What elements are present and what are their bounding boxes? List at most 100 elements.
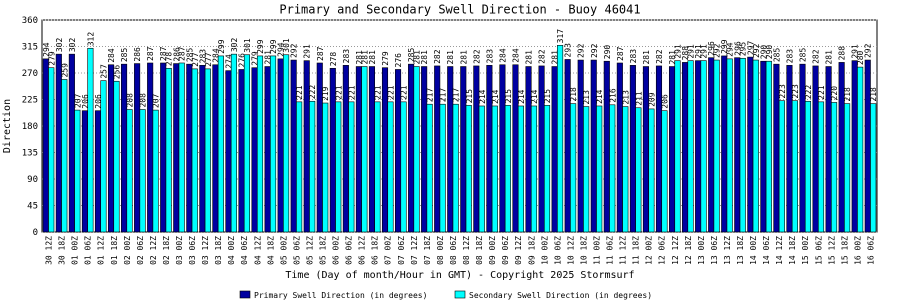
x-tick-label: 12 12Z xyxy=(671,236,680,265)
value-label: 302 xyxy=(55,38,64,53)
value-label: 283 xyxy=(198,49,207,64)
value-label: 222 xyxy=(804,85,813,100)
value-label: 215 xyxy=(504,89,513,104)
value-label: 256 xyxy=(112,65,121,80)
x-tick-label: 06 18Z xyxy=(371,236,380,265)
legend-label: Primary Swell Direction (in degrees) xyxy=(254,291,427,300)
value-label: 284 xyxy=(107,48,116,63)
bar xyxy=(603,60,610,233)
bar xyxy=(81,110,88,233)
x-tick-label: 09 18Z xyxy=(527,236,536,265)
value-label: 294 xyxy=(277,42,286,57)
value-label: 291 xyxy=(303,44,312,59)
value-label: 223 xyxy=(791,84,800,99)
value-label: 207 xyxy=(73,93,82,108)
bar xyxy=(577,59,584,233)
value-label: 291 xyxy=(674,44,683,59)
value-label: 213 xyxy=(582,90,591,105)
bar xyxy=(387,101,394,233)
value-label: 222 xyxy=(308,85,317,100)
value-label: 281 xyxy=(368,50,377,65)
value-label: 302 xyxy=(230,38,239,53)
x-tick-label: 01 06Z xyxy=(84,236,93,265)
legend-label: Secondary Swell Direction (in degrees) xyxy=(469,291,652,300)
value-label: 296 xyxy=(707,41,716,56)
bar xyxy=(570,103,577,233)
value-label: 299 xyxy=(256,39,265,54)
value-label: 296 xyxy=(733,41,742,56)
bar xyxy=(726,58,733,233)
bar xyxy=(243,54,251,233)
bar xyxy=(408,63,415,233)
value-label: 287 xyxy=(146,46,155,61)
value-label: 282 xyxy=(812,49,821,64)
value-label: 221 xyxy=(400,85,409,100)
value-label: 221 xyxy=(347,85,356,100)
x-tick-label: 13 18Z xyxy=(736,236,745,265)
bar xyxy=(251,67,258,233)
bar xyxy=(68,53,75,233)
x-tick-label: 30 18Z xyxy=(58,236,67,265)
x-tick-label: 11 18Z xyxy=(632,236,641,265)
x-tick-label: 12 06Z xyxy=(658,236,667,265)
value-label: 281 xyxy=(459,50,468,65)
bar xyxy=(113,80,120,233)
value-label: 217 xyxy=(426,88,435,103)
bar xyxy=(212,64,219,233)
x-tick-label: 30 12Z xyxy=(45,236,54,265)
value-label: 292 xyxy=(290,43,299,58)
bar xyxy=(191,68,198,233)
x-tick-label: 14 18Z xyxy=(788,236,797,265)
x-tick-label: 01 18Z xyxy=(110,236,119,265)
value-label: 208 xyxy=(126,93,135,108)
x-tick-label: 16 06Z xyxy=(866,236,875,265)
y-tick-label: 90 xyxy=(27,175,38,185)
bar xyxy=(517,105,524,233)
bar xyxy=(734,57,741,233)
x-tick-label: 05 00Z xyxy=(279,236,288,265)
bar xyxy=(721,55,728,233)
bar xyxy=(139,109,146,233)
bar xyxy=(264,66,271,233)
x-tick-label: 08 06Z xyxy=(449,236,458,265)
x-tick-label: 07 00Z xyxy=(384,236,393,265)
bar xyxy=(817,101,825,233)
value-label: 206 xyxy=(660,94,669,109)
value-label: 278 xyxy=(165,52,174,67)
value-label: 288 xyxy=(681,46,690,61)
bar xyxy=(791,100,798,233)
x-tick-label: 09 06Z xyxy=(501,236,510,265)
value-label: 287 xyxy=(316,46,325,61)
bar xyxy=(126,109,133,233)
x-tick-label: 14 06Z xyxy=(762,236,771,265)
value-label: 278 xyxy=(329,52,338,67)
value-label: 284 xyxy=(211,48,220,63)
value-label: 221 xyxy=(295,85,304,100)
value-label: 294 xyxy=(726,42,735,57)
bar xyxy=(682,62,689,233)
value-label: 277 xyxy=(191,52,200,67)
value-label: 290 xyxy=(765,45,774,60)
value-label: 279 xyxy=(251,51,260,66)
bar xyxy=(322,102,329,233)
x-tick-label: 09 00Z xyxy=(488,236,497,265)
value-label: 281 xyxy=(264,50,273,65)
bar xyxy=(426,103,433,233)
value-label: 286 xyxy=(133,47,142,62)
bar xyxy=(596,105,603,233)
y-tick-label: 360 xyxy=(22,16,38,26)
bar xyxy=(87,47,94,233)
value-label: 221 xyxy=(334,85,343,100)
bar xyxy=(204,68,211,233)
value-label: 213 xyxy=(621,90,630,105)
bar xyxy=(94,110,102,233)
bar xyxy=(635,107,642,233)
bar xyxy=(760,60,767,233)
x-tick-label: 08 00Z xyxy=(436,236,445,265)
bar xyxy=(121,63,128,233)
x-tick-label: 10 06Z xyxy=(553,236,562,265)
value-label: 209 xyxy=(647,92,656,107)
bar xyxy=(400,101,407,233)
bar xyxy=(238,69,245,233)
value-label: 281 xyxy=(525,50,534,65)
